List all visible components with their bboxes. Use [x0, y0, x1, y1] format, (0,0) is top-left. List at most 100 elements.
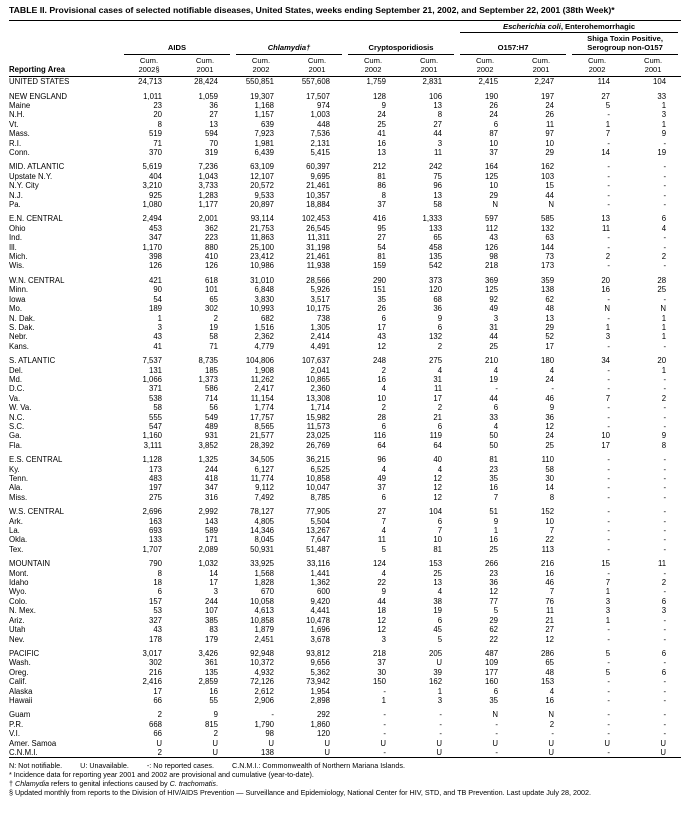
- group-label-shiga-line1: Shiga Toxin Positive,: [587, 34, 663, 44]
- value-cell: 13: [545, 313, 555, 323]
- value-cell: 9: [549, 403, 555, 413]
- value-cell: 4: [437, 365, 443, 375]
- reporting-area-cell: La.: [9, 526, 20, 536]
- table-row: S. Dak. 3 19 1,516 1,305 17 6 31 29 1 1: [9, 323, 681, 332]
- table-row: Amer. Samoa U U U U U U U U U U: [9, 739, 681, 748]
- value-cell: 132: [429, 332, 443, 342]
- value-cell: 410: [204, 252, 218, 262]
- value-cell: 37: [377, 200, 387, 210]
- cum-label: Cum.: [419, 55, 439, 65]
- value-cell: 1,879: [254, 625, 274, 635]
- value-cell: 98: [489, 252, 499, 262]
- value-cell: 8: [157, 568, 162, 578]
- value-cell: -: [551, 384, 555, 394]
- table-row: Ohio 453 362 21,753 26,545 95 133 112 132 11 4: [9, 224, 681, 233]
- value-cell: 22: [489, 634, 499, 644]
- value-cell: -: [271, 710, 274, 720]
- footnote-text: * Incidence data for reporting year 2001…: [9, 770, 314, 780]
- value-cell: U: [289, 748, 346, 759]
- value-cell: 116: [373, 431, 387, 441]
- value-cell: 1,128: [142, 455, 162, 465]
- value-cell: 6: [661, 596, 667, 606]
- year-label: 2002§: [138, 64, 160, 74]
- value-cell: 13: [209, 119, 218, 129]
- value-cell: 19: [489, 374, 499, 384]
- value-cell: 7,236: [198, 162, 218, 172]
- reporting-area-cell: Va.: [9, 393, 21, 403]
- value-cell: 17,507: [306, 91, 331, 101]
- value-cell: 48: [545, 304, 555, 314]
- value-cell: 3: [661, 606, 667, 616]
- value-cell: 3: [437, 138, 443, 148]
- value-cell: 1,954: [310, 686, 331, 696]
- reporting-area-cell: N.J.: [9, 190, 23, 200]
- value-cell: 18,884: [306, 200, 331, 210]
- value-cell: 4: [661, 223, 667, 233]
- value-cell: 98: [265, 729, 274, 739]
- value-cell: 133: [148, 535, 162, 545]
- value-cell: 177: [485, 667, 499, 677]
- value-cell: 1,908: [254, 365, 274, 375]
- value-cell: 1: [661, 365, 667, 375]
- value-cell: 244: [204, 596, 218, 606]
- value-cell: 43: [489, 233, 499, 243]
- year-label: 2001: [308, 64, 326, 74]
- value-cell: 29: [489, 190, 499, 200]
- value-cell: 6,848: [254, 285, 274, 295]
- value-cell: U: [177, 748, 233, 759]
- value-cell: 46: [545, 393, 555, 403]
- value-cell: 65: [545, 658, 555, 668]
- value-cell: 5: [381, 544, 387, 554]
- table-row: E.S. CENTRAL 1,128 1,325 34,505 36,215 96 40 81…: [9, 455, 681, 464]
- table-row: P.R. 668 815 1,790 1,860 - - - 2 - -: [9, 720, 681, 729]
- reporting-area-cell: Nev.: [9, 634, 25, 644]
- table-row: Okla. 133 171 8,045 7,647 11 10 16 22 - -: [9, 535, 681, 544]
- value-cell: 244: [204, 464, 218, 474]
- table-row: Idaho 18 17 1,828 1,362 22 13 36 46 7 2: [9, 578, 681, 587]
- header-row-ecoli: Reporting Area AIDS Chlamydia† Cryptospo…: [9, 21, 681, 78]
- value-cell: 29: [545, 148, 555, 158]
- value-cell: 2: [549, 719, 555, 729]
- reporting-area-cell: MID. ATLANTIC: [9, 162, 65, 172]
- value-cell: 38: [433, 596, 443, 606]
- value-cell: 9,112: [255, 483, 274, 493]
- value-cell: 114: [597, 77, 611, 87]
- value-cell: -: [663, 686, 667, 696]
- value-cell: 1: [605, 587, 611, 597]
- value-cell: -: [663, 464, 667, 474]
- value-cell: 5: [605, 648, 611, 658]
- value-cell: -: [607, 190, 611, 200]
- value-cell: 2,415: [478, 77, 499, 87]
- value-cell: U: [268, 738, 274, 748]
- reporting-area-cell: UNITED STATES: [9, 77, 70, 87]
- reporting-area-cell: Del.: [9, 365, 23, 375]
- value-cell: -: [607, 474, 611, 484]
- value-cell: 2,831: [422, 77, 443, 87]
- table-row: Mo. 189 302 10,993 10,175 26 36 49 48 N N: [9, 304, 681, 313]
- reporting-area-cell: S.C.: [9, 421, 25, 431]
- value-cell: 1,059: [198, 91, 218, 101]
- value-cell: 128: [373, 91, 387, 101]
- value-cell: 1,568: [254, 568, 274, 578]
- value-cell: N: [492, 200, 499, 210]
- value-cell: 586: [204, 384, 218, 394]
- value-cell: 6: [493, 119, 499, 129]
- table-row: Miss. 275 316 7,492 8,785 6 12 7 8 - -: [9, 493, 681, 502]
- reporting-area-cell: Hawaii: [9, 695, 33, 705]
- value-cell: 8,565: [254, 421, 274, 431]
- value-cell: 138: [233, 748, 289, 759]
- value-cell: 290: [373, 275, 387, 285]
- reporting-area-cell: Tex.: [9, 544, 24, 554]
- value-cell: 93,812: [306, 648, 331, 658]
- value-cell: 421: [148, 275, 162, 285]
- cum-label: Cum.: [307, 55, 327, 65]
- value-cell: 9,695: [310, 171, 331, 181]
- value-cell: 53: [153, 606, 162, 616]
- value-cell: 41: [377, 129, 387, 139]
- value-cell: 600: [317, 587, 331, 597]
- reporting-area-cell: Kans.: [9, 341, 29, 351]
- value-cell: 35: [489, 695, 499, 705]
- reporting-area-cell: R.I.: [9, 138, 22, 148]
- reporting-area-cell: PACIFIC: [9, 648, 40, 658]
- value-cell: 8,045: [254, 535, 274, 545]
